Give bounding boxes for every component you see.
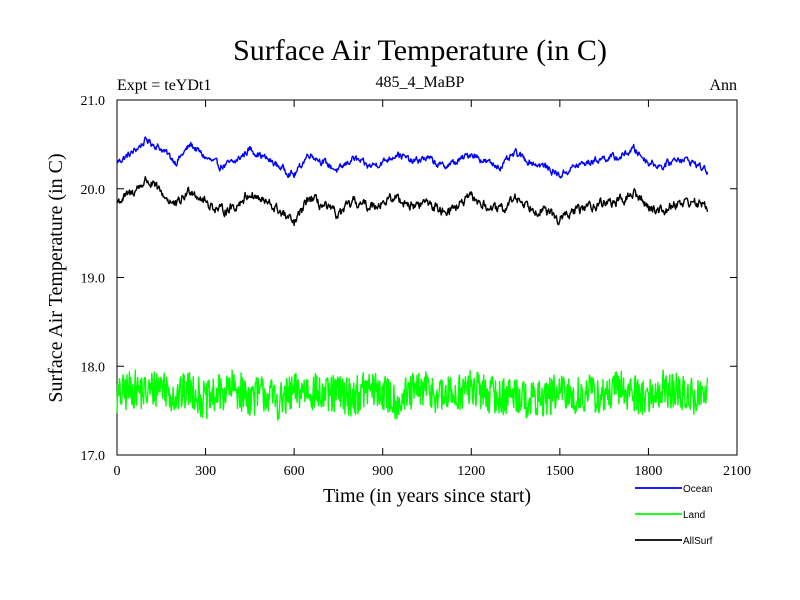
x-tick-label: 2100 bbox=[723, 464, 751, 479]
series-line-land bbox=[116, 369, 709, 421]
x-axis-label: Time (in years since start) bbox=[323, 485, 531, 507]
y-tick-label: 18.0 bbox=[81, 360, 106, 375]
experiment-label: Expt = teYDt1 bbox=[117, 77, 211, 94]
x-tick-label: 900 bbox=[372, 464, 393, 479]
x-tick-label: 0 bbox=[114, 464, 121, 479]
y-tick-label: 20.0 bbox=[81, 183, 106, 198]
averaging-label: Ann bbox=[709, 77, 737, 94]
legend: Ocean Land AllSurf bbox=[635, 484, 713, 547]
legend-label-allsurf: AllSurf bbox=[683, 536, 713, 547]
legend-label-land: Land bbox=[683, 510, 705, 521]
x-tick-label: 300 bbox=[195, 464, 216, 479]
series-line-ocean bbox=[116, 136, 709, 179]
y-tick-label: 19.0 bbox=[81, 272, 106, 287]
y-tick-label: 21.0 bbox=[81, 94, 106, 109]
axis-ticks: 0 300 600 900 1200 1500 1800 2100 17.0 18.0 19.0 20… bbox=[81, 94, 752, 479]
x-tick-label: 1800 bbox=[634, 464, 662, 479]
x-tick-label: 600 bbox=[284, 464, 305, 479]
x-tick-label: 1500 bbox=[546, 464, 574, 479]
chart-title: Surface Air Temperature (in C) bbox=[233, 34, 607, 67]
x-tick-label: 1200 bbox=[457, 464, 485, 479]
series-layer bbox=[116, 136, 709, 421]
y-tick-label: 17.0 bbox=[81, 449, 106, 464]
period-label: 485_4_MaBP bbox=[376, 74, 465, 91]
y-axis-label: Surface Air Temperature (in C) bbox=[45, 153, 67, 402]
series-line-allsurf bbox=[116, 175, 709, 227]
legend-label-ocean: Ocean bbox=[683, 484, 712, 495]
